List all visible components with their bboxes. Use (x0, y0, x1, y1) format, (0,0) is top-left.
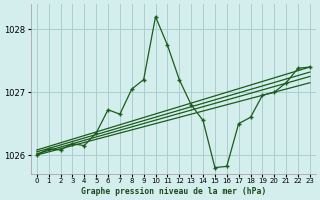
X-axis label: Graphe pression niveau de la mer (hPa): Graphe pression niveau de la mer (hPa) (81, 187, 266, 196)
